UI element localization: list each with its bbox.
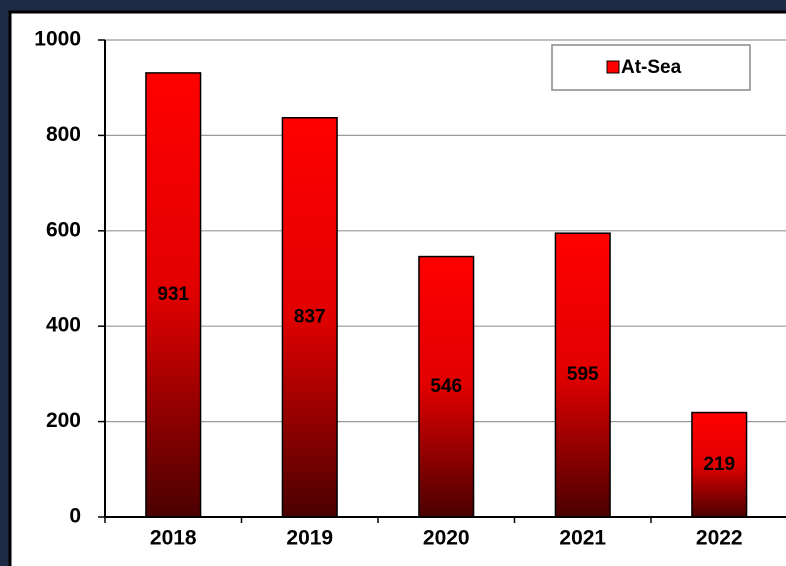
x-tick-label: 2022 bbox=[696, 527, 743, 550]
legend-box bbox=[551, 44, 751, 91]
x-tick-label: 2018 bbox=[150, 527, 197, 550]
bar bbox=[554, 232, 611, 518]
y-tick-label: 600 bbox=[46, 218, 81, 241]
x-tick-label: 2020 bbox=[423, 527, 470, 550]
y-tick-label: 400 bbox=[46, 314, 81, 337]
x-tick-label: 2019 bbox=[286, 527, 333, 550]
y-tick-label: 0 bbox=[69, 505, 81, 528]
y-tick-label: 800 bbox=[46, 123, 81, 146]
value-label: 595 bbox=[567, 364, 599, 385]
value-label: 837 bbox=[294, 306, 326, 327]
x-tick-label: 2021 bbox=[559, 527, 606, 550]
bar bbox=[281, 117, 338, 518]
legend-label: At-Sea bbox=[621, 57, 682, 78]
chart-panel bbox=[8, 10, 786, 566]
value-label: 546 bbox=[430, 376, 462, 397]
legend-swatch bbox=[606, 60, 620, 74]
bar bbox=[418, 255, 475, 518]
value-label: 219 bbox=[703, 454, 735, 475]
y-tick-label: 1000 bbox=[34, 28, 81, 51]
value-label: 931 bbox=[157, 284, 189, 305]
bar bbox=[691, 411, 748, 518]
y-tick-label: 200 bbox=[46, 409, 81, 432]
